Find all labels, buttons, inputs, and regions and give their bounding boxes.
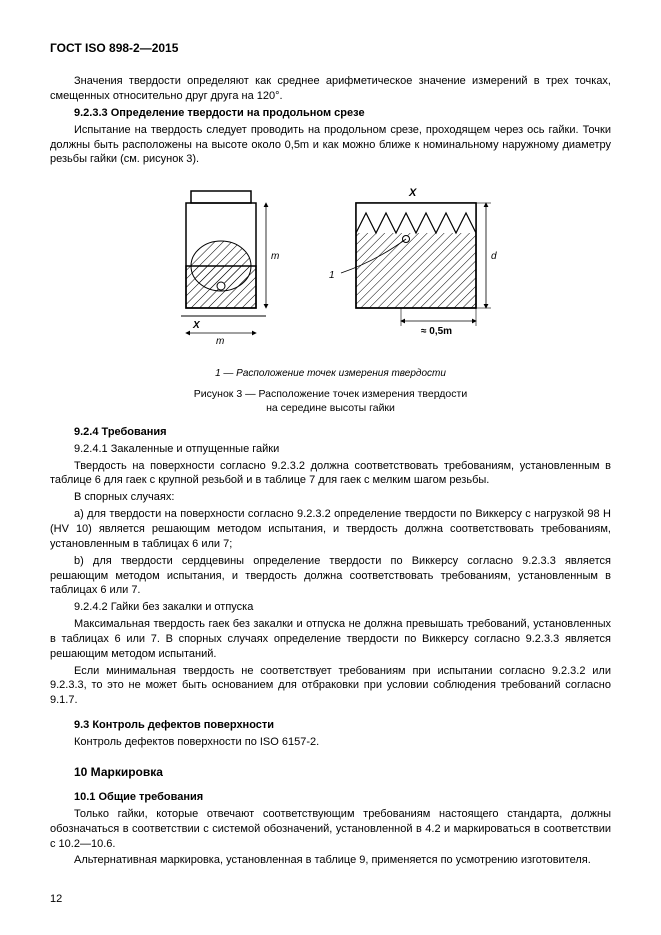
- figure-legend: 1 — Расположение точек измерения твердос…: [50, 367, 611, 381]
- figure-caption-2: на середине высоты гайки: [50, 401, 611, 415]
- para-9-3-body: Контроль дефектов поверхности по ISO 615…: [50, 735, 611, 750]
- label-m-left: m: [271, 251, 279, 262]
- page-number: 12: [50, 893, 62, 905]
- label-d-right: d: [491, 251, 497, 262]
- para-10-1-1: Только гайки, которые отвечают соответст…: [50, 807, 611, 852]
- para-9-2-4-2-1: Максимальная твердость гаек без закалки …: [50, 617, 611, 662]
- heading-9-2-4: 9.2.4 Требования: [50, 425, 611, 440]
- doc-header: ГОСТ ISO 898-2—2015: [50, 40, 611, 56]
- label-m-bottom: m: [216, 336, 224, 347]
- para-intro: Значения твердости определяют как средне…: [50, 74, 611, 104]
- heading-9-2-4-2: 9.2.4.2 Гайки без закалки и отпуска: [50, 600, 611, 615]
- label-1: 1: [329, 270, 335, 281]
- heading-10-1: 10.1 Общие требования: [50, 790, 611, 805]
- heading-9-2-4-1: 9.2.4.1 Закаленные и отпущенные гайки: [50, 442, 611, 457]
- para-9-2-3-3-body: Испытание на твердость следует проводить…: [50, 123, 611, 168]
- heading-9-2-3-3: 9.2.3.3 Определение твердости на продоль…: [50, 106, 611, 121]
- heading-9-3: 9.3 Контроль дефектов поверхности: [50, 718, 611, 733]
- label-x-left: X: [192, 320, 201, 331]
- label-05m: ≈ 0,5m: [421, 326, 452, 337]
- para-9-2-4-1-a: a) для твердости на поверхности согласно…: [50, 507, 611, 552]
- figure-svg: X m m X 1: [131, 181, 531, 356]
- para-9-2-4-1-1: Твердость на поверхности согласно 9.2.3.…: [50, 459, 611, 489]
- para-10-1-2: Альтернативная маркировка, установленная…: [50, 853, 611, 868]
- para-9-2-4-1-b: b) для твердости сердцевины определение …: [50, 554, 611, 599]
- figure-right-nut: X 1 d ≈ 0,5m: [329, 187, 497, 337]
- figure-caption-1: Рисунок 3 — Расположение точек измерения…: [50, 387, 611, 401]
- para-9-2-4-1-2: В спорных случаях:: [50, 490, 611, 505]
- figure-3: X m m X 1: [50, 181, 611, 415]
- heading-10: 10 Маркировка: [50, 764, 611, 780]
- heading-9-2-3-3-title: 9.2.3.3 Определение твердости на продоль…: [74, 107, 365, 119]
- figure-left-nut: X m m: [181, 191, 279, 347]
- para-9-2-4-2-2: Если минимальная твердость не соответств…: [50, 664, 611, 709]
- label-x-right: X: [408, 187, 417, 199]
